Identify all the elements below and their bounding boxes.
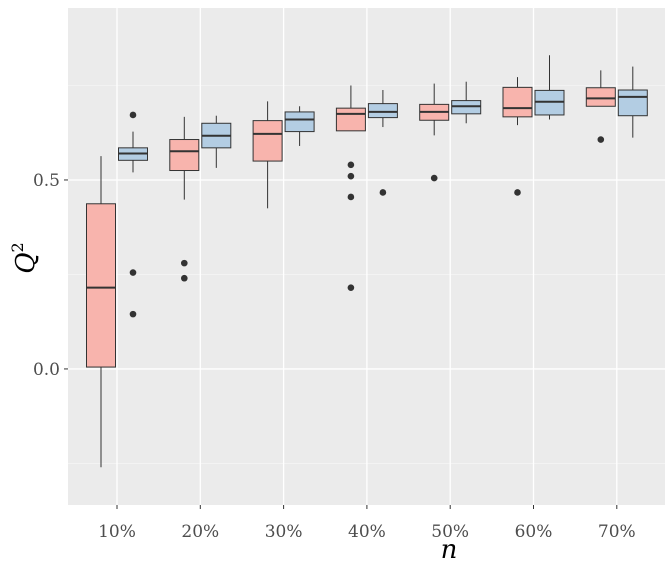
box-iqr <box>284 111 315 133</box>
x-tick-label-0: 10% <box>98 522 136 542</box>
outlier-point <box>181 259 188 267</box>
x-tick-label-1: 20% <box>181 522 219 542</box>
x-tick-label-2: 30% <box>265 522 303 542</box>
outlier-point <box>430 174 438 182</box>
box-series-1-6 <box>585 70 616 143</box>
y-axis-title: Q2 <box>8 242 41 274</box>
outlier-point <box>347 161 355 169</box>
box-series-2-4 <box>451 81 482 124</box>
box-iqr <box>252 120 283 162</box>
box-series-2-5 <box>534 55 565 120</box>
outlier-point <box>347 172 355 180</box>
box-series <box>86 55 648 468</box>
box-series-1-5 <box>502 77 533 196</box>
box-series-2-1 <box>201 115 232 168</box>
x-axis-title: n <box>441 535 458 565</box>
outlier-point <box>514 189 521 196</box>
y-axis-title-main: Q <box>11 252 41 273</box>
outlier-point <box>129 269 137 276</box>
box-iqr <box>169 139 200 172</box>
x-tick-label-6: 70% <box>598 522 636 542</box>
box-iqr <box>335 107 366 132</box>
box-series-1-3 <box>335 85 366 291</box>
outlier-point <box>347 284 355 291</box>
box-iqr <box>585 87 616 107</box>
grid-lines <box>68 8 665 505</box>
axis-ticks: 0.0 0.5 10% 20% 30% 40% 50% 60% 70% <box>33 171 636 542</box>
box-series-1-1 <box>169 116 200 282</box>
box-series-2-0 <box>118 111 148 318</box>
y-axis-title-group: Q2 <box>8 242 41 274</box>
outlier-point <box>597 136 605 143</box>
box-iqr <box>367 103 398 119</box>
box-series-1-4 <box>419 83 450 182</box>
x-tick-label-4: 50% <box>431 522 469 542</box>
box-series-1-0 <box>86 156 116 468</box>
box-series-1-2 <box>252 101 283 209</box>
x-tick-label-5: 60% <box>515 522 553 542</box>
box-iqr <box>86 203 116 368</box>
box-series-2-6 <box>617 66 648 138</box>
box-series-2-2 <box>284 106 315 146</box>
x-tick-label-3: 40% <box>348 522 386 542</box>
outlier-point <box>181 274 188 282</box>
outlier-point <box>347 193 355 201</box>
outlier-point <box>129 111 137 119</box>
y-tick-label-0: 0.0 <box>33 360 60 380</box>
y-tick-label-1: 0.5 <box>33 171 60 191</box>
outlier-point <box>129 310 137 318</box>
box-iqr <box>502 86 533 118</box>
box-iqr <box>617 89 648 117</box>
box-series-2-3 <box>367 90 398 196</box>
outlier-point <box>379 189 387 196</box>
y-axis-title-superscript: 2 <box>8 242 27 252</box>
